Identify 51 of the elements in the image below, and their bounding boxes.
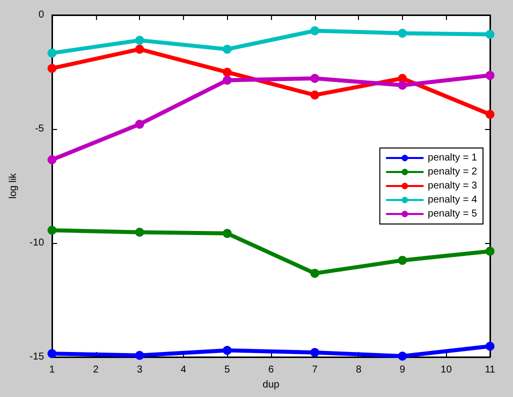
- x-tick-label: 3: [136, 364, 143, 376]
- x-tick-label: 7: [312, 364, 318, 376]
- point: [135, 44, 144, 54]
- point: [486, 30, 494, 39]
- x-tick-label: 4: [180, 364, 187, 376]
- x-tick-label: 6: [268, 364, 274, 376]
- point: [48, 155, 56, 164]
- y-tick-label: -5: [35, 124, 44, 134]
- y-tick-label: 0: [38, 10, 44, 20]
- legend-label: penalty = 5: [428, 208, 478, 220]
- point: [310, 268, 320, 278]
- point: [486, 246, 494, 256]
- legend-label: penalty = 1: [428, 152, 478, 164]
- x-tick-label: 2: [93, 364, 100, 376]
- point: [135, 350, 144, 360]
- point: [48, 48, 56, 58]
- point: [222, 228, 232, 238]
- point: [486, 70, 494, 80]
- point: [398, 28, 407, 38]
- point: [222, 68, 232, 77]
- point: [486, 110, 494, 119]
- x-axis-title: dup: [262, 379, 280, 390]
- legend-label: penalty = 3: [428, 180, 478, 192]
- point: [222, 346, 232, 355]
- point: [135, 36, 144, 45]
- point: [398, 352, 407, 361]
- legend-label: penalty = 4: [428, 194, 478, 206]
- point: [486, 342, 494, 351]
- y-tick-label: -15: [30, 352, 44, 362]
- point: [48, 349, 56, 358]
- x-tick-label: 5: [224, 364, 230, 376]
- point: [222, 44, 232, 54]
- point: [310, 90, 320, 100]
- point: [222, 76, 232, 85]
- point: [135, 120, 144, 129]
- point: [398, 256, 407, 265]
- point: [48, 64, 56, 73]
- point: [135, 228, 144, 237]
- x-tick-label: 8: [356, 364, 362, 376]
- x-tick-label: 10: [440, 364, 452, 376]
- x-tick-label: 9: [400, 364, 406, 376]
- legend-label: penalty = 2: [428, 166, 478, 178]
- point: [398, 80, 407, 90]
- point: [310, 74, 320, 83]
- point: [310, 26, 320, 36]
- y-tick-label: -10: [30, 238, 44, 248]
- x-tick-label: 1: [49, 364, 56, 376]
- point: [310, 348, 320, 357]
- x-tick-label: 11: [484, 364, 496, 376]
- y-axis-title: log lik: [8, 172, 20, 199]
- point: [48, 226, 56, 235]
